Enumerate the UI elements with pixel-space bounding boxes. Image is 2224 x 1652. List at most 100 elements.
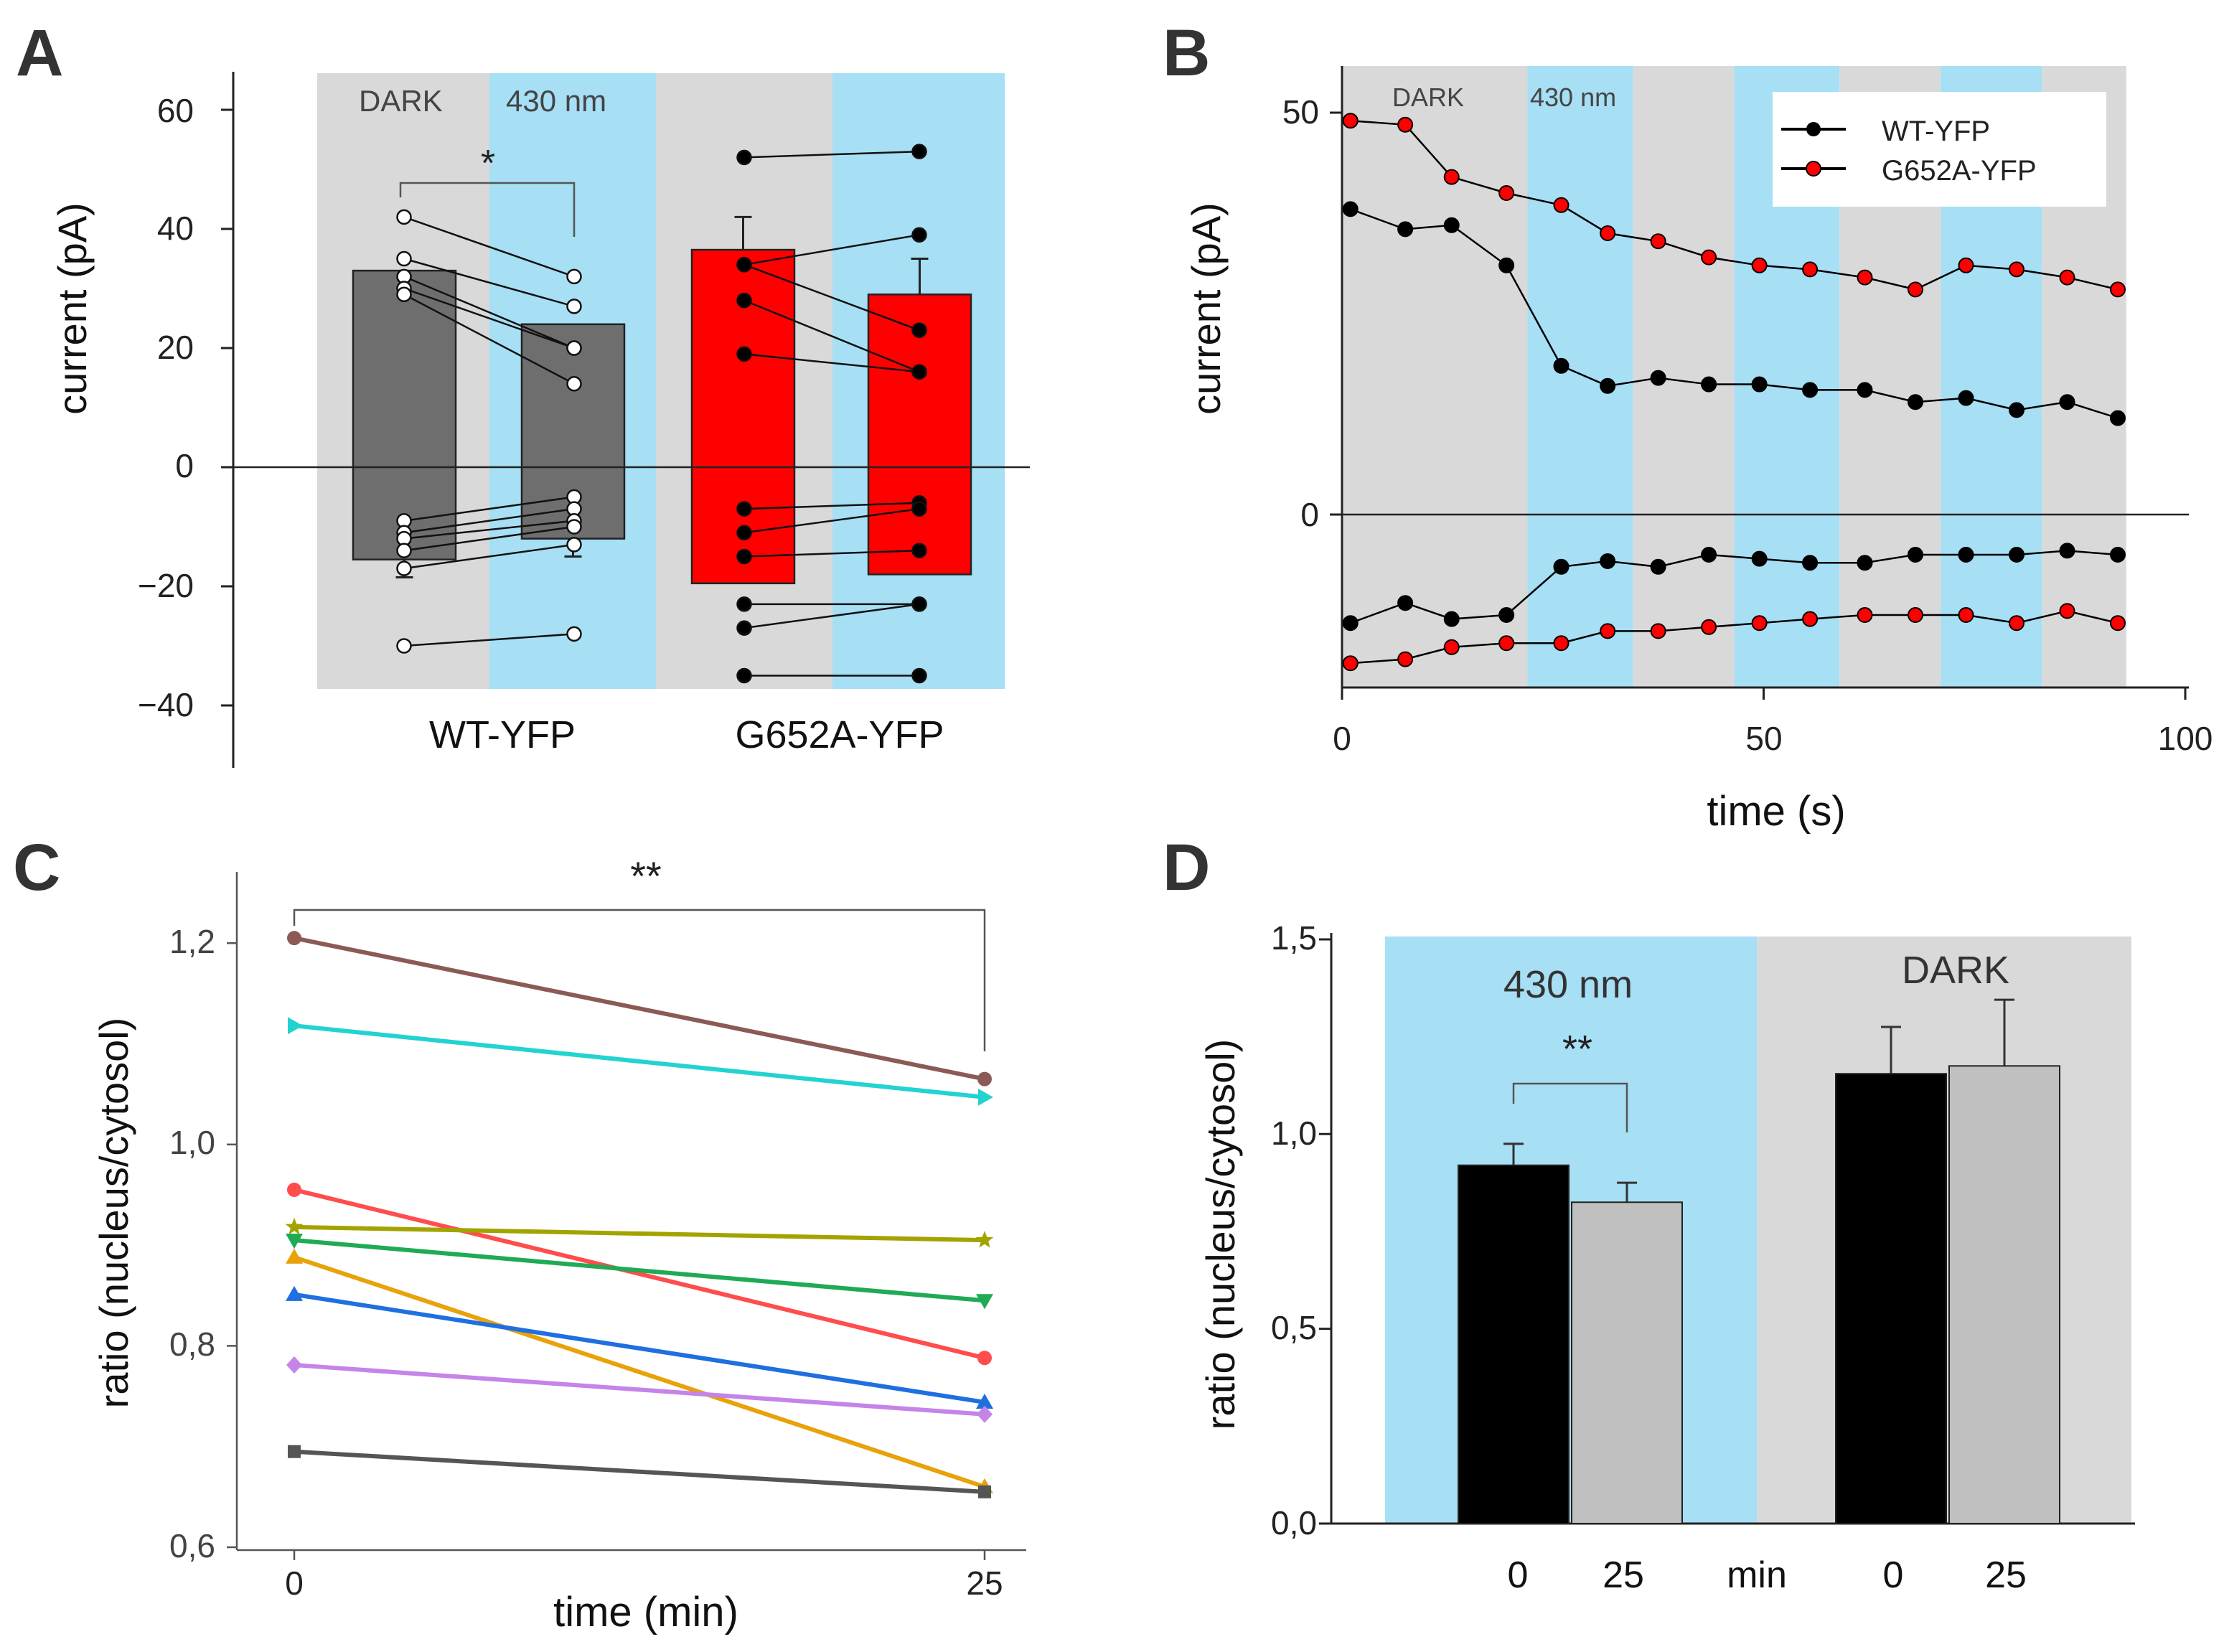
panel-b-xtick: 50	[1745, 720, 1782, 757]
data-point	[286, 1356, 302, 1374]
data-point	[566, 268, 582, 285]
panel-b-chart: B current (pA) time (s) DARK 430 nm 50 0…	[1163, 17, 2213, 835]
pair-line	[403, 258, 575, 308]
pair-line	[403, 216, 575, 278]
data-point	[566, 626, 582, 642]
pair-line	[743, 353, 920, 373]
data-point	[1958, 547, 1974, 563]
data-point	[976, 1294, 993, 1310]
panel-a-chart: A current (pA) DARK 430 nm WT-YFP G652A-…	[16, 17, 1030, 768]
data-point	[566, 376, 582, 392]
data-point	[1958, 390, 1974, 406]
band-light	[1527, 66, 1633, 687]
data-point	[1600, 553, 1616, 569]
panel-a-marks	[221, 72, 1030, 768]
data-point	[286, 1234, 303, 1249]
panel-d-xtick: 25	[1985, 1554, 2027, 1596]
panel-a-ytick: 0	[175, 447, 194, 484]
panel-c-ytick: 1,0	[169, 1124, 215, 1161]
data-point	[2059, 394, 2075, 410]
pair-line	[743, 549, 920, 558]
pair-line	[403, 507, 575, 534]
legend-label-mut: G652A-YFP	[1882, 155, 2037, 187]
panel-b-legend: WT-YFP G652A-YFP	[1773, 92, 2106, 207]
panel-d-band-dark-label: DARK	[1902, 949, 2009, 992]
bar	[1458, 1164, 1570, 1524]
data-point	[286, 1248, 303, 1264]
series-line	[1350, 610, 2119, 665]
panel-b-xlabel: time (s)	[1707, 788, 1845, 835]
series-line	[1350, 550, 2119, 624]
pair-line	[743, 150, 920, 159]
data-point	[736, 667, 752, 684]
data-point	[736, 501, 752, 517]
data-point	[396, 286, 412, 303]
panel-d-band-light-label: 430 nm	[1503, 963, 1633, 1006]
data-point	[1397, 595, 1414, 611]
bar	[1571, 1201, 1683, 1524]
data-point	[977, 1351, 992, 1366]
data-point	[911, 144, 927, 159]
data-point	[1751, 376, 1768, 393]
series-line	[294, 1238, 985, 1303]
panel-a-band-dark-label: DARK	[359, 84, 443, 118]
panel-a-group-label-mut: G652A-YFP	[735, 713, 944, 756]
pair-line	[403, 525, 575, 552]
data-point	[977, 1405, 993, 1423]
data-point	[1498, 185, 1515, 201]
data-point	[1751, 257, 1768, 273]
bar	[867, 294, 972, 576]
data-point	[978, 1088, 993, 1106]
data-point	[1498, 607, 1515, 623]
significance-bracket	[1512, 1082, 1628, 1132]
data-point	[566, 299, 582, 314]
data-point	[978, 1485, 991, 1498]
data-point	[1908, 281, 1923, 298]
data-point	[1443, 611, 1460, 627]
data-point	[2009, 402, 2024, 418]
data-point	[1802, 382, 1819, 398]
data-point	[1342, 615, 1359, 632]
data-point	[2009, 261, 2024, 278]
data-point	[736, 596, 752, 612]
series-line	[294, 1292, 985, 1404]
data-point	[736, 620, 752, 636]
data-point	[1958, 257, 1974, 273]
series-line	[294, 1188, 985, 1361]
pair-line	[743, 502, 920, 510]
data-point	[736, 548, 752, 565]
series-line	[1350, 208, 2119, 419]
data-point	[1342, 113, 1359, 129]
panel-a-ytick: 60	[157, 92, 194, 129]
pair-line	[743, 263, 920, 332]
data-point	[736, 292, 752, 309]
panel-a-ytick: −20	[138, 567, 194, 604]
legend-label-wt: WT-YFP	[1882, 116, 1990, 147]
pair-line	[403, 543, 575, 570]
panel-a-letter: A	[16, 17, 63, 90]
data-point	[736, 346, 752, 362]
panel-c-xtick: 25	[966, 1564, 1003, 1602]
data-point	[2059, 603, 2075, 619]
legend-marker-mut	[1806, 161, 1821, 177]
data-point	[1397, 221, 1414, 238]
data-point	[2110, 281, 2126, 298]
data-point	[1650, 370, 1666, 386]
panel-c-chart: C ratio (nucleus/cytosol) time (min) ** …	[13, 831, 1026, 1635]
data-point	[911, 501, 927, 517]
series-line	[1350, 119, 2119, 291]
panel-d-significance: **	[1562, 1028, 1592, 1071]
data-point	[1802, 611, 1819, 627]
data-point	[286, 1285, 303, 1301]
panel-a-group-label-wt: WT-YFP	[429, 713, 576, 756]
series-line	[294, 1255, 985, 1489]
data-point	[287, 931, 301, 946]
data-point	[976, 1393, 993, 1409]
significance-bracket	[399, 182, 576, 237]
data-point	[1857, 269, 1873, 286]
panel-b-ytick: 0	[1300, 496, 1319, 533]
data-point	[1857, 555, 1873, 571]
panel-b-marks	[1330, 66, 2189, 700]
data-point	[911, 596, 927, 612]
data-point	[396, 638, 412, 654]
